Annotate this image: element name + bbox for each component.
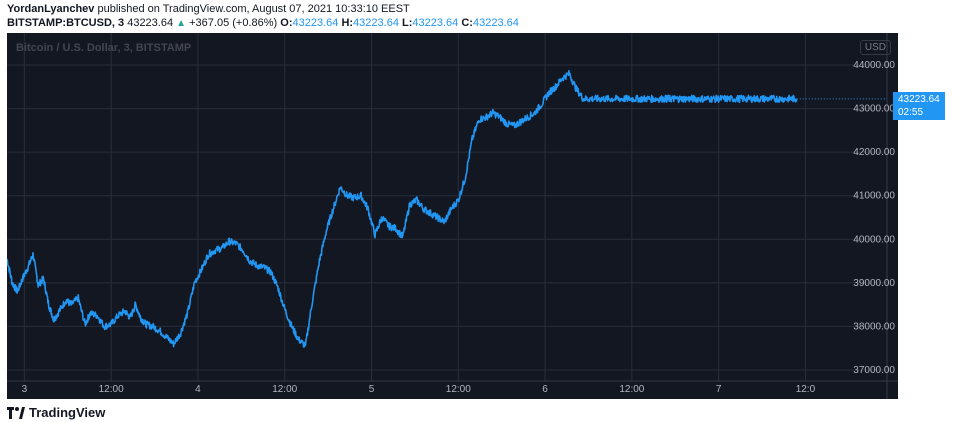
chart-canvas[interactable]: 3 12:00 4 12:00 5 12:00 6 12:00 7 12:0 37000.00 38… [7, 33, 898, 399]
open-value: 43223.64 [292, 17, 339, 29]
x-tick-label: 12:00 [99, 384, 124, 395]
currency-button[interactable]: USD [859, 40, 891, 55]
x-tick-label: 6 [542, 384, 548, 395]
tradingview-logo[interactable]: TradingView [7, 405, 105, 420]
price-tag-value: 43223.64 [898, 94, 940, 105]
low-value: 43223.64 [412, 17, 459, 29]
y-tick-label: 40000.00 [853, 234, 895, 245]
x-tick-label: 3 [22, 384, 28, 395]
up-arrow-icon: ▲ [176, 18, 187, 29]
price-series-line [7, 70, 798, 348]
x-tick-label: 4 [195, 384, 201, 395]
price-tag-countdown: 02:55 [898, 107, 924, 118]
open-label: O: [280, 17, 293, 29]
x-tick-label: 12:00 [446, 384, 471, 395]
y-tick-label: 41000.00 [853, 191, 895, 202]
low-label: L: [402, 17, 413, 29]
tradingview-logo-icon [7, 406, 25, 419]
published-text: published on TradingView.com, August 07,… [97, 3, 410, 15]
chart-title: Bitcoin / U.S. Dollar, 3, BITSTAMP [16, 42, 191, 54]
high-label: H: [341, 17, 354, 29]
x-tick-label: 12:0 [796, 384, 816, 395]
author-name[interactable]: YordanLyanchev [7, 3, 95, 15]
x-tick-label: 5 [369, 384, 375, 395]
publication-line: YordanLyanchev published on TradingView.… [7, 3, 410, 15]
x-tick-label: 12:00 [619, 384, 644, 395]
y-tick-label: 44000.00 [853, 60, 895, 71]
last-price-tag: 43223.64 02:55 [893, 92, 945, 120]
high-value: 43223.64 [353, 17, 399, 29]
y-tick-label: 43000.00 [853, 104, 895, 115]
x-tick-label: 12:00 [272, 384, 297, 395]
close-label: C: [461, 17, 473, 29]
symbol-label: BITSTAMP:BTCUSD, 3 [7, 17, 125, 29]
y-tick-label: 42000.00 [853, 147, 895, 158]
x-tick-label: 7 [716, 384, 722, 395]
y-tick-label: 39000.00 [853, 278, 895, 289]
price-chart[interactable]: 3 12:00 4 12:00 5 12:00 6 12:00 7 12:0 37000.00 38… [7, 33, 898, 399]
y-tick-label: 37000.00 [853, 365, 895, 376]
last-price: 43223.64 [127, 17, 174, 29]
close-value: 43223.64 [472, 17, 519, 29]
symbol-line: BITSTAMP:BTCUSD, 3 43223.64 ▲ +367.05 (+… [7, 17, 519, 29]
tradingview-logo-text: TradingView [29, 405, 106, 420]
price-change: +367.05 (+0.86%) [189, 17, 278, 29]
y-tick-label: 38000.00 [853, 321, 895, 332]
